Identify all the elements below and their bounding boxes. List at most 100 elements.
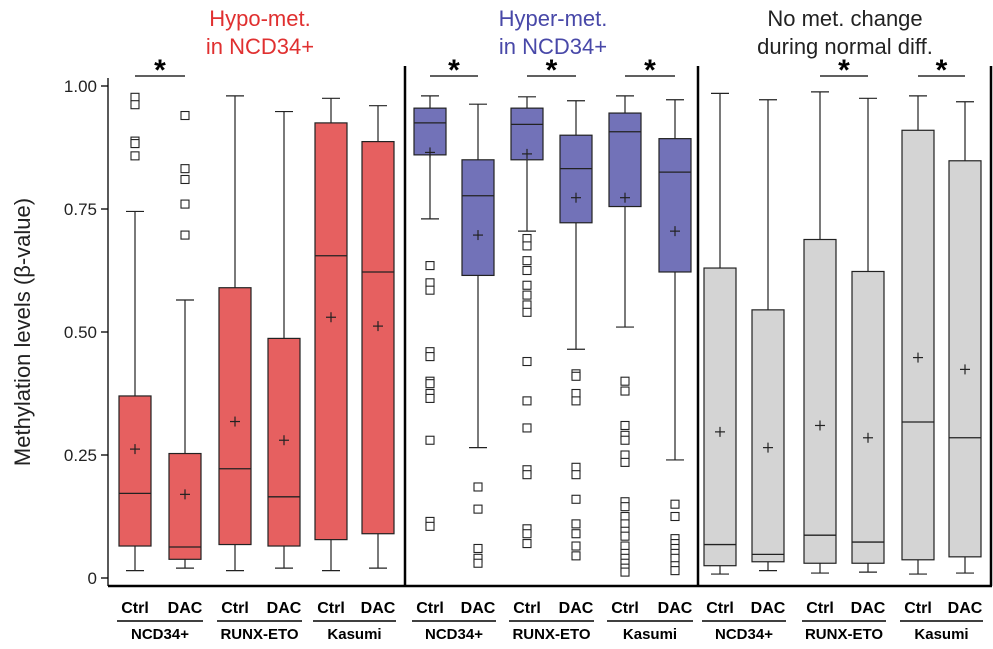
outlier-point [571,494,581,504]
x-tick-label: DAC [751,600,786,617]
outlier-point [473,482,483,492]
x-tick-label: DAC [851,600,886,617]
iqr-box [608,112,642,208]
iqr-box [658,138,692,273]
box-ctrl: Ctrl [901,95,935,617]
x-tick-label: DAC [948,600,983,617]
outlier-point [620,519,630,529]
outlier-point [522,265,532,276]
group-label: RUNX-ETO [220,626,298,643]
outlier-point [620,567,630,577]
box-ctrl: Ctrl [413,95,447,617]
outlier-point [571,519,581,529]
outlier-point [425,435,435,445]
y-tick-label: 0.50 [64,323,97,342]
outlier-point [425,379,435,389]
outlier-point [620,435,630,445]
x-tick-label: Ctrl [904,600,932,617]
outlier-point [473,558,483,568]
outlier-point [473,504,483,514]
iqr-box [314,122,348,541]
box-dac: DAC [168,110,203,617]
group-label: RUNX-ETO [512,626,590,643]
outlier-point [425,352,435,362]
iqr-box [851,270,885,564]
y-axis-ticks: 0 0.25 0.50 0.75 1.00 [64,77,109,588]
significance-star: * [644,54,656,87]
box-dac: DAC [658,99,693,617]
iqr-box [461,159,495,277]
panel-2: Ctrl DAC Ctrl DAC Ctrl DAC NCD34+ RUNX-ETO Kasum… [403,54,698,643]
x-tick-label: Ctrl [221,600,249,617]
x-tick-label: DAC [658,600,693,617]
outlier-point [180,230,190,240]
panel-2-title-line-2: in NCD34+ [499,34,607,59]
x-tick-label: Ctrl [121,600,149,617]
box-ctrl: Ctrl [218,95,252,617]
significance-star: * [546,54,558,87]
group-label: Kasumi [327,626,381,643]
outlier-point [620,531,630,541]
panel-3: Ctrl DAC Ctrl DAC Ctrl DAC NCD34+ RUNX-ETO Kasum… [696,54,993,643]
group-label: NCD34+ [131,626,189,643]
outlier-point [180,199,190,209]
x-tick-label: DAC [361,600,396,617]
outlier-point [571,371,581,381]
outlier-point [522,539,532,549]
significance-star: * [838,54,850,87]
iqr-box [901,129,935,561]
outlier-point [571,541,581,551]
outlier-point [620,502,630,512]
significance-star: * [448,54,460,87]
outlier-point [670,553,680,563]
outlier-point [522,256,532,266]
outlier-point [571,396,581,406]
iqr-box [361,140,395,535]
outlier-point [425,278,435,288]
y-tick-label: 0 [88,569,97,588]
iqr-box [803,238,837,564]
iqr-box [948,160,982,558]
x-tick-label: Ctrl [317,600,345,617]
panel-1-title-line-2: in NCD34+ [206,34,314,59]
outlier-point [130,92,140,102]
box-dac: DAC [751,99,786,617]
x-tick-label: DAC [168,600,203,617]
x-tick-label: Ctrl [706,600,734,617]
outlier-point [620,376,630,386]
outlier-point [571,470,581,480]
group-label: Kasumi [623,626,677,643]
outlier-point [473,543,483,554]
iqr-box [168,452,202,560]
outlier-point [620,511,630,522]
group-label: RUNX-ETO [805,626,883,643]
y-axis-label: Methylation levels (β-value) [10,198,35,466]
plot-area: Ctrl DAC Ctrl DAC Ctrl DAC NCD34+ RUNX-ETO Kasum… [108,54,993,643]
box-dac: DAC [461,103,496,617]
outlier-point [180,110,190,121]
group-label: Kasumi [914,626,968,643]
outlier-point [130,100,140,110]
x-tick-label: Ctrl [611,600,639,617]
x-tick-label: Ctrl [806,600,834,617]
x-tick-label: DAC [461,600,496,617]
outlier-point [522,396,532,406]
iqr-box [218,287,252,546]
y-tick-label: 1.00 [64,77,97,96]
outlier-point [620,386,630,396]
panel-3-title-line-2: during normal diff. [757,34,933,59]
x-tick-label: DAC [559,600,594,617]
outlier-point [522,529,532,539]
outlier-point [130,151,140,161]
significance-star: * [154,54,166,87]
panel-3-title-line-1: No met. change [767,6,922,31]
panel-2-title-line-1: Hyper-met. [499,6,608,31]
outlier-point [620,541,630,551]
iqr-box [559,134,593,224]
outlier-point [425,285,435,295]
box-ctrl: Ctrl [118,92,152,617]
outlier-point [620,450,630,460]
iqr-box [703,267,737,567]
panel-1: Ctrl DAC Ctrl DAC Ctrl DAC NCD34+ RUNX-ETO Kasum… [108,54,405,643]
box-ctrl: Ctrl [314,97,348,617]
